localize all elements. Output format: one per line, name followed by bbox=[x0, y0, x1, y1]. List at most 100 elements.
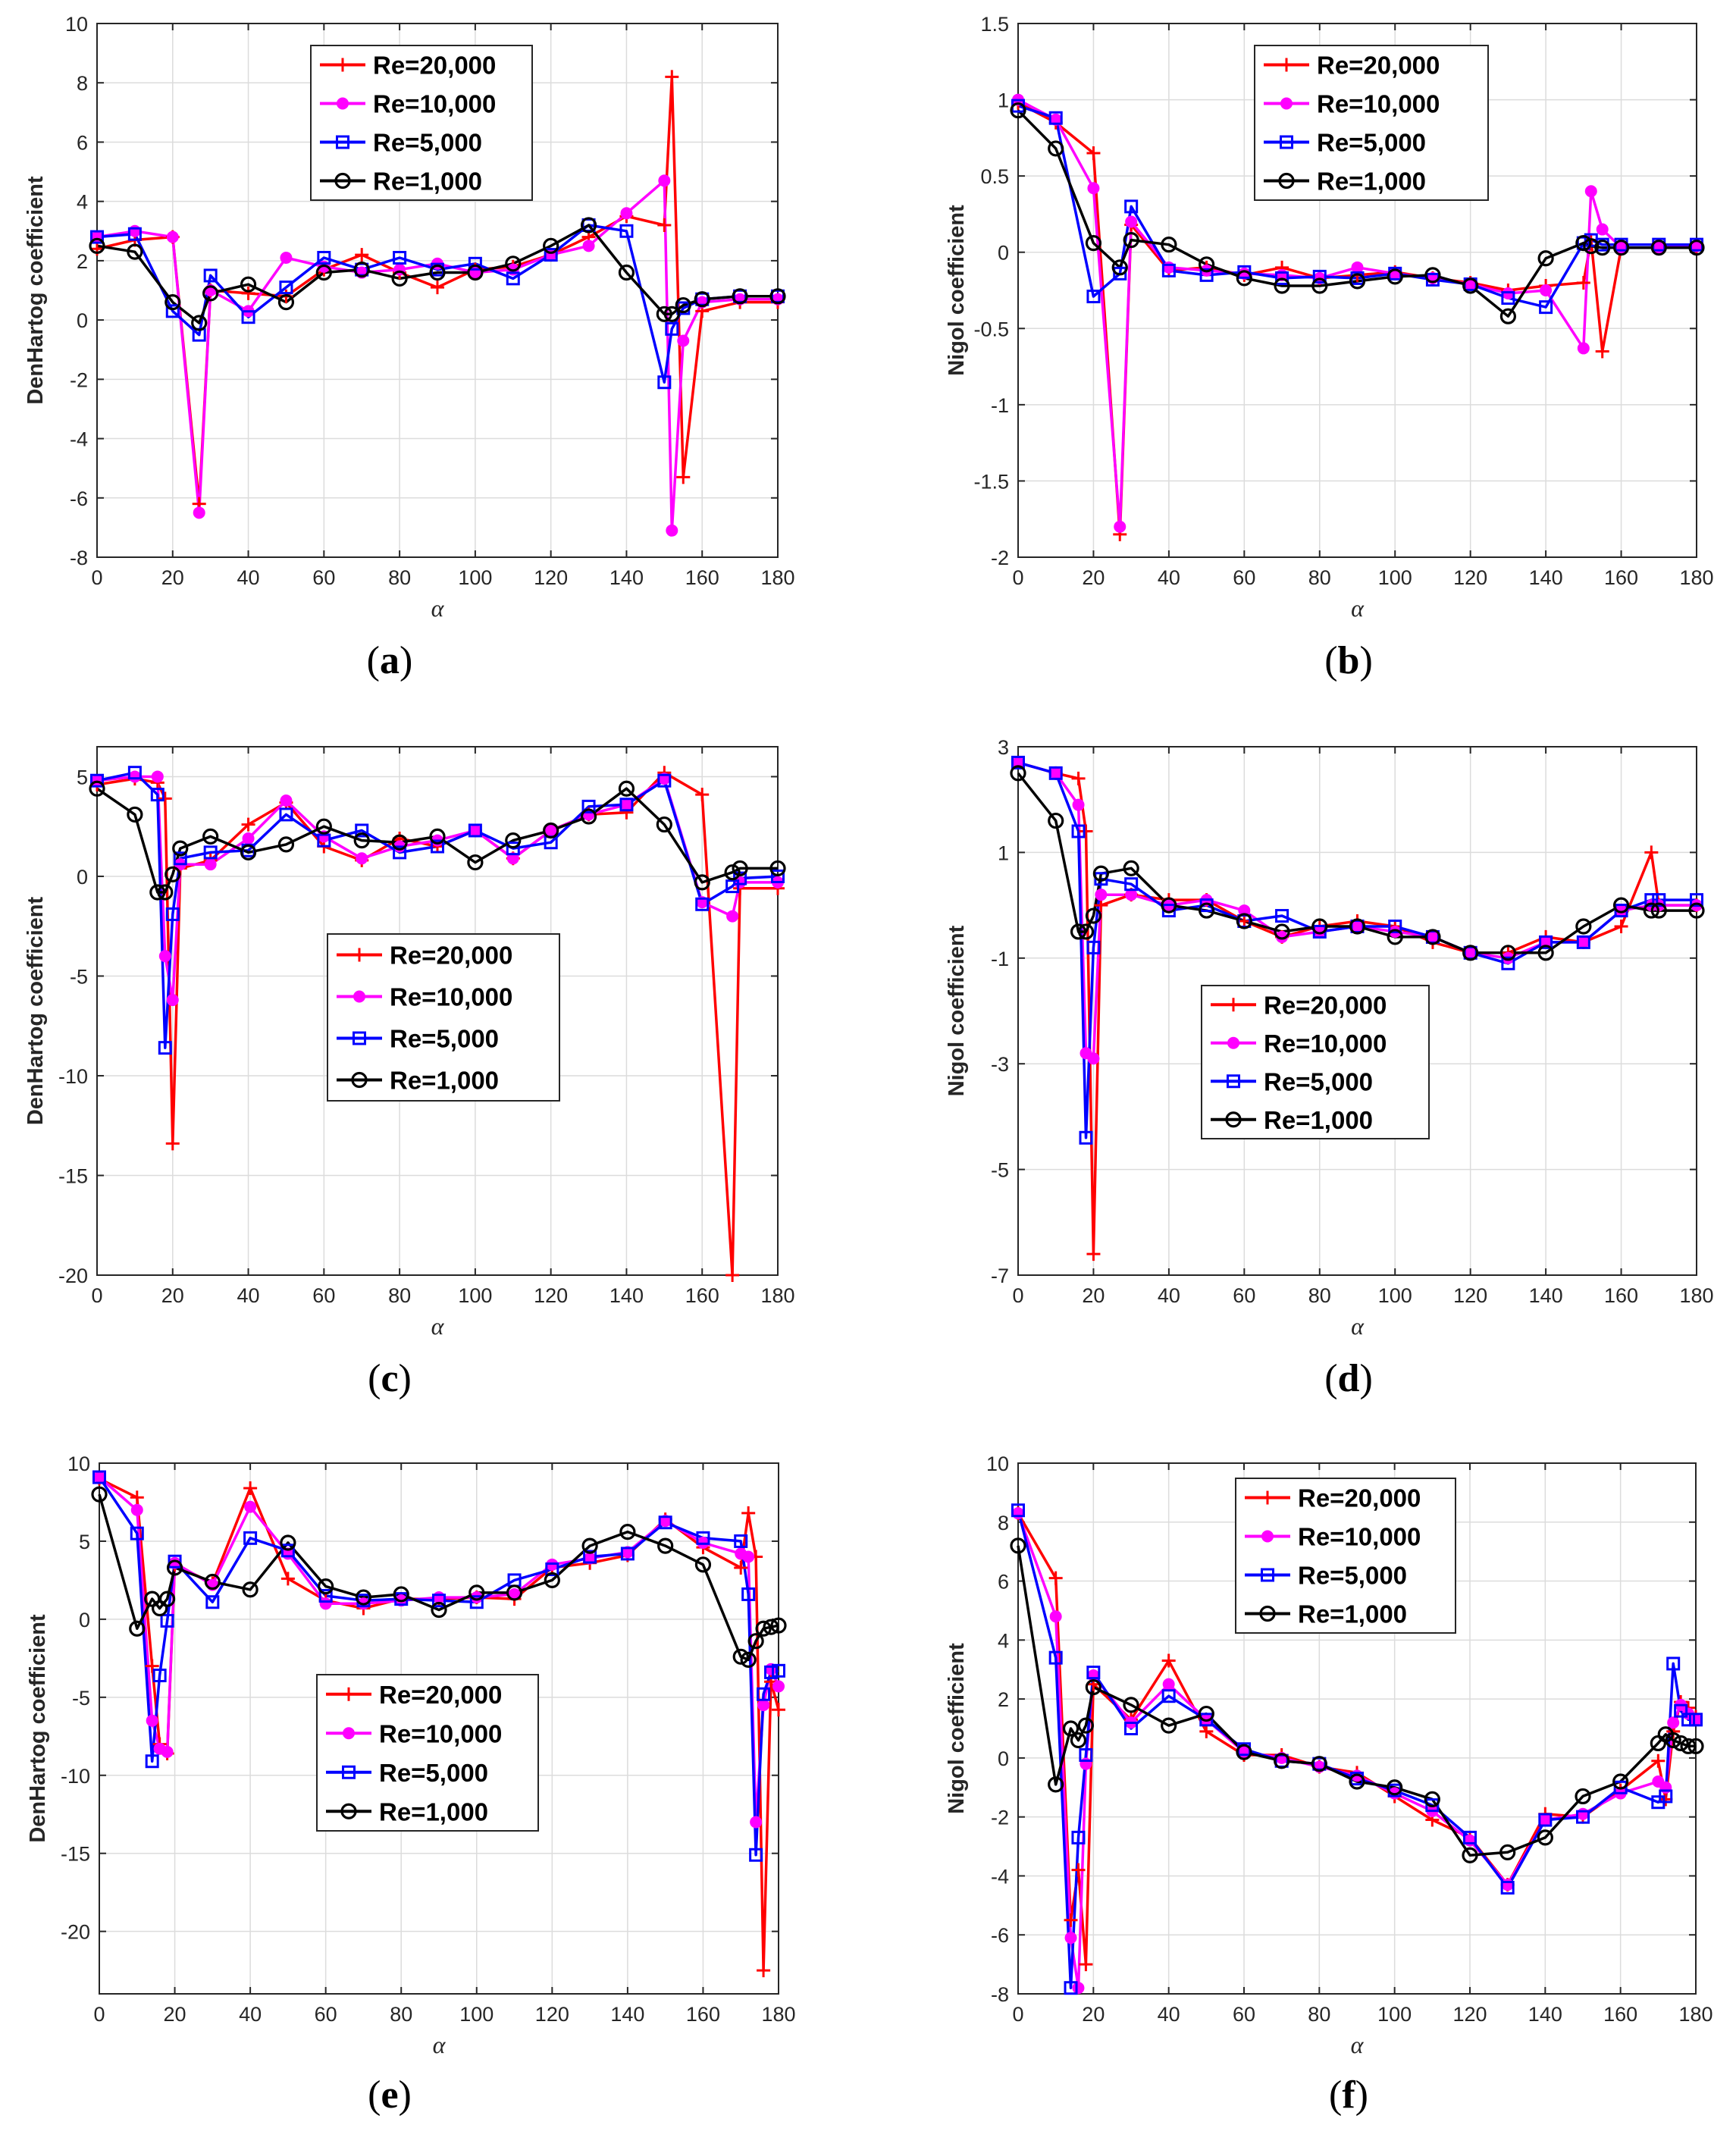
legend-marker bbox=[340, 1803, 357, 1819]
data-point bbox=[1077, 1717, 1095, 1734]
data-point bbox=[764, 1665, 779, 1679]
data-point bbox=[431, 839, 444, 854]
data-point bbox=[741, 1587, 756, 1601]
data-point bbox=[1539, 1813, 1552, 1826]
data-point bbox=[241, 310, 255, 324]
data-point bbox=[1085, 235, 1102, 252]
data-point bbox=[1311, 277, 1328, 294]
data-point bbox=[89, 780, 105, 797]
data-point bbox=[656, 816, 672, 833]
x-tick-label: 160 bbox=[686, 2003, 720, 2026]
x-tick-label: 80 bbox=[388, 566, 411, 589]
x-tick-label: 120 bbox=[1452, 2003, 1487, 2026]
x-tick-label: 140 bbox=[609, 1284, 644, 1307]
data-point bbox=[1499, 1844, 1516, 1860]
legend-label: Re=1,000 bbox=[1298, 1600, 1407, 1628]
y-tick-label: 6 bbox=[998, 1571, 1009, 1594]
data-point bbox=[204, 1573, 221, 1591]
data-point bbox=[1113, 266, 1127, 281]
legend-label: Re=20,000 bbox=[390, 942, 512, 970]
data-point bbox=[1666, 1656, 1681, 1671]
data-point bbox=[1086, 290, 1101, 304]
data-point bbox=[1072, 1982, 1085, 1995]
data-point bbox=[1643, 902, 1659, 919]
data-point bbox=[1125, 215, 1138, 228]
y-tick-label: -2 bbox=[991, 547, 1009, 569]
data-point bbox=[150, 788, 165, 802]
data-point bbox=[191, 315, 208, 331]
data-point bbox=[1071, 1863, 1086, 1877]
x-tick-label: 40 bbox=[239, 2003, 262, 2026]
legend-label: Re=1,000 bbox=[379, 1797, 488, 1826]
data-point bbox=[725, 1268, 740, 1282]
data-point bbox=[429, 264, 446, 281]
legend-marker bbox=[1280, 135, 1293, 149]
data-point bbox=[317, 250, 331, 265]
data-point bbox=[204, 858, 217, 871]
data-point bbox=[1012, 1507, 1024, 1520]
x-tick-label: 120 bbox=[534, 1284, 568, 1307]
series-line-2 bbox=[96, 179, 778, 532]
x-tick-label: 20 bbox=[161, 566, 184, 589]
data-point bbox=[146, 1714, 158, 1727]
x-tick-label: 20 bbox=[1082, 2003, 1105, 2026]
data-point bbox=[583, 1550, 597, 1564]
data-point bbox=[1048, 1571, 1063, 1585]
y-tick-label: -6 bbox=[70, 487, 88, 510]
x-tick-label: 40 bbox=[237, 566, 260, 589]
data-point bbox=[1537, 1829, 1553, 1846]
y-tick-label: -2 bbox=[991, 1807, 1009, 1829]
data-point bbox=[1048, 1776, 1064, 1793]
data-point bbox=[1349, 1773, 1365, 1790]
series-points-4 bbox=[89, 780, 786, 901]
data-point bbox=[1538, 1813, 1553, 1827]
data-point bbox=[1275, 909, 1289, 923]
x-tick-label: 100 bbox=[1378, 1284, 1412, 1307]
y-tick-label: 8 bbox=[998, 1512, 1009, 1534]
legend-label: Re=5,000 bbox=[1298, 1562, 1407, 1590]
data-point bbox=[202, 828, 219, 845]
data-point bbox=[152, 1669, 167, 1682]
data-point bbox=[582, 240, 595, 252]
legend-label: Re=1,000 bbox=[390, 1067, 499, 1095]
y-tick-label: 10 bbox=[67, 1453, 90, 1475]
data-point bbox=[158, 1041, 172, 1055]
data-point bbox=[1644, 845, 1659, 860]
data-point bbox=[355, 1589, 372, 1606]
data-point bbox=[166, 1559, 183, 1576]
legend-marker bbox=[1280, 58, 1293, 72]
data-point bbox=[1072, 798, 1085, 811]
data-point bbox=[1236, 270, 1252, 287]
series-line-2 bbox=[1017, 99, 1697, 528]
x-axis-label: α bbox=[431, 594, 445, 622]
data-point bbox=[665, 70, 679, 84]
legend-marker bbox=[353, 948, 366, 962]
x-tick-label: 140 bbox=[1529, 566, 1563, 589]
data-point bbox=[1077, 923, 1095, 940]
data-point bbox=[676, 470, 691, 484]
y-axis-label: Nigol coefficient bbox=[945, 1643, 969, 1814]
data-point bbox=[545, 1562, 559, 1576]
data-point bbox=[145, 1754, 159, 1769]
data-point bbox=[1086, 146, 1101, 160]
legend-marker bbox=[1227, 1036, 1239, 1049]
x-tick-label: 180 bbox=[1678, 2003, 1712, 2026]
data-point bbox=[166, 994, 179, 1007]
data-point bbox=[128, 224, 141, 237]
legend: Re=20,000 Re=10,000 Re=5,000 Re=1,000 bbox=[327, 933, 560, 1102]
legend-label: Re=5,000 bbox=[373, 129, 482, 157]
data-point bbox=[1614, 919, 1628, 933]
data-point bbox=[241, 817, 255, 832]
x-tick-label: 100 bbox=[459, 2003, 494, 2026]
data-point bbox=[242, 832, 255, 845]
y-tick-label: -1.5 bbox=[973, 470, 1009, 493]
data-point bbox=[543, 237, 559, 254]
data-point bbox=[1595, 344, 1609, 359]
legend-label: Re=5,000 bbox=[1317, 129, 1426, 157]
data-point bbox=[732, 1648, 749, 1665]
legend-marker bbox=[1227, 1074, 1240, 1089]
y-tick-label: -4 bbox=[70, 428, 88, 451]
data-point bbox=[1049, 766, 1062, 779]
data-point bbox=[241, 286, 255, 300]
